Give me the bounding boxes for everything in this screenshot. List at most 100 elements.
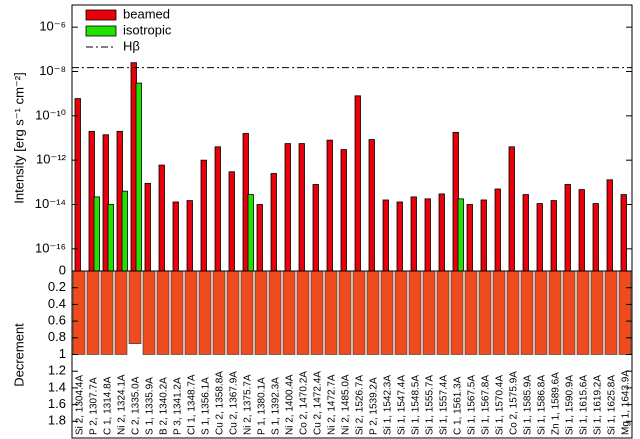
plot-frame bbox=[71, 4, 633, 272]
bar bbox=[310, 270, 324, 355]
x-tick-label: C 1, 1314.8A bbox=[103, 376, 114, 435]
x-tick-label: Si 2, 1304.4A bbox=[75, 375, 86, 435]
bar bbox=[457, 198, 464, 272]
y-tick-label: 1.2 bbox=[48, 363, 66, 378]
bar bbox=[128, 270, 142, 344]
x-tick-label: C 2, 1335.0A bbox=[131, 376, 142, 435]
bar bbox=[548, 270, 562, 355]
x-tick-label: C 1, 1561.3A bbox=[453, 376, 464, 435]
x-tick-label: P 2, 1539.2A bbox=[369, 377, 380, 435]
bar bbox=[340, 149, 347, 272]
bar bbox=[284, 143, 291, 272]
bar bbox=[478, 270, 492, 355]
bar bbox=[394, 270, 408, 355]
bar bbox=[156, 270, 170, 355]
y-tick-label: 10⁻¹² bbox=[36, 152, 67, 167]
bar bbox=[170, 270, 184, 355]
bar bbox=[438, 193, 445, 272]
legend-label: Hβ bbox=[123, 38, 140, 53]
x-tick-label: Si 1, 1567.5A bbox=[467, 375, 478, 435]
bar bbox=[380, 270, 394, 355]
legend-label: isotropic bbox=[123, 22, 172, 37]
bar bbox=[268, 270, 282, 355]
x-tick-label: Si 1, 1548.5A bbox=[411, 375, 422, 435]
bar bbox=[576, 270, 590, 355]
y-tick-label: 10⁻¹⁴ bbox=[35, 196, 66, 211]
x-tick-label: Si 1, 1570.4A bbox=[495, 375, 506, 435]
y-tick-label: 1 bbox=[59, 346, 66, 361]
bar bbox=[590, 270, 604, 355]
bar bbox=[450, 270, 464, 355]
bar bbox=[592, 203, 599, 272]
x-tick-label: Si 1, 1567.8A bbox=[481, 375, 492, 435]
bar bbox=[480, 199, 487, 272]
bar bbox=[247, 194, 254, 272]
bar bbox=[606, 179, 613, 272]
bar bbox=[382, 199, 389, 272]
bar bbox=[550, 200, 557, 272]
bar bbox=[282, 270, 296, 355]
bar bbox=[326, 139, 333, 272]
legend-label: beamed bbox=[123, 6, 170, 21]
bar bbox=[536, 203, 543, 272]
bar bbox=[114, 270, 128, 355]
bar bbox=[604, 270, 618, 355]
x-tick-label: S 1, 1392.3A bbox=[271, 377, 282, 435]
bar bbox=[494, 188, 501, 272]
x-tick-label: P 1, 1380.1A bbox=[257, 377, 268, 435]
x-tick-label: Zn 1, 1589.6A bbox=[551, 372, 562, 435]
bar bbox=[368, 139, 375, 272]
x-tick-label: Si 1, 1555.7A bbox=[425, 375, 436, 435]
bar bbox=[312, 184, 319, 272]
x-tick-label: Si 1, 1557.4A bbox=[439, 375, 450, 435]
legend-swatch bbox=[85, 9, 117, 21]
y-tick-label: 0.4 bbox=[48, 296, 66, 311]
x-tick-label: Cu 2, 1367.9A bbox=[229, 371, 240, 435]
bar bbox=[338, 270, 352, 355]
bar bbox=[298, 143, 305, 272]
bar bbox=[74, 98, 81, 272]
bar bbox=[198, 270, 212, 355]
x-tick-label: Si 1, 1619.2A bbox=[593, 375, 604, 435]
bar bbox=[464, 270, 478, 355]
x-tick-label: Ni 2, 1400.4A bbox=[285, 374, 296, 435]
y-tick-label: 0.2 bbox=[48, 279, 66, 294]
bar bbox=[408, 270, 422, 355]
bar bbox=[93, 196, 100, 272]
bar bbox=[352, 270, 366, 355]
bar bbox=[534, 270, 548, 355]
y-tick-label: 0 bbox=[59, 262, 66, 277]
bar bbox=[366, 270, 380, 355]
x-tick-label: Si 2, 1526.7A bbox=[355, 375, 366, 435]
bar bbox=[254, 270, 268, 355]
x-tick-label: Mg 1, 1643.9A bbox=[621, 370, 632, 435]
x-tick-label: Ni 2, 1485.0A bbox=[341, 374, 352, 435]
y-tick-label: 10⁻⁶ bbox=[39, 19, 66, 34]
bar bbox=[410, 196, 417, 272]
bar bbox=[135, 82, 142, 272]
bar bbox=[186, 200, 193, 272]
bar bbox=[618, 270, 632, 355]
bar bbox=[200, 159, 207, 272]
bar bbox=[144, 182, 151, 272]
bar bbox=[578, 189, 585, 272]
x-tick-label: Ni 2, 1324.1A bbox=[117, 374, 128, 435]
bar bbox=[436, 270, 450, 355]
bar bbox=[107, 204, 114, 272]
bar bbox=[226, 270, 240, 355]
x-tick-label: P 3, 1341.2A bbox=[173, 377, 184, 435]
y-tick-label: 1.4 bbox=[48, 379, 66, 394]
bar bbox=[562, 270, 576, 355]
x-tick-label: Co 2, 1470.2A bbox=[299, 371, 310, 435]
bar bbox=[172, 201, 179, 272]
x-tick-label: Si 1, 1585.9A bbox=[523, 375, 534, 435]
bar bbox=[324, 270, 338, 355]
bar bbox=[72, 270, 86, 355]
y-tick-label: 1.8 bbox=[48, 413, 66, 428]
bar bbox=[240, 270, 254, 355]
y-tick-label: 10⁻¹⁶ bbox=[35, 240, 66, 255]
y-tick-label: 10⁻¹⁰ bbox=[35, 107, 66, 122]
bar bbox=[520, 270, 534, 355]
y-axis-title: Intensity [erg s⁻¹ cm⁻²] bbox=[11, 72, 26, 203]
